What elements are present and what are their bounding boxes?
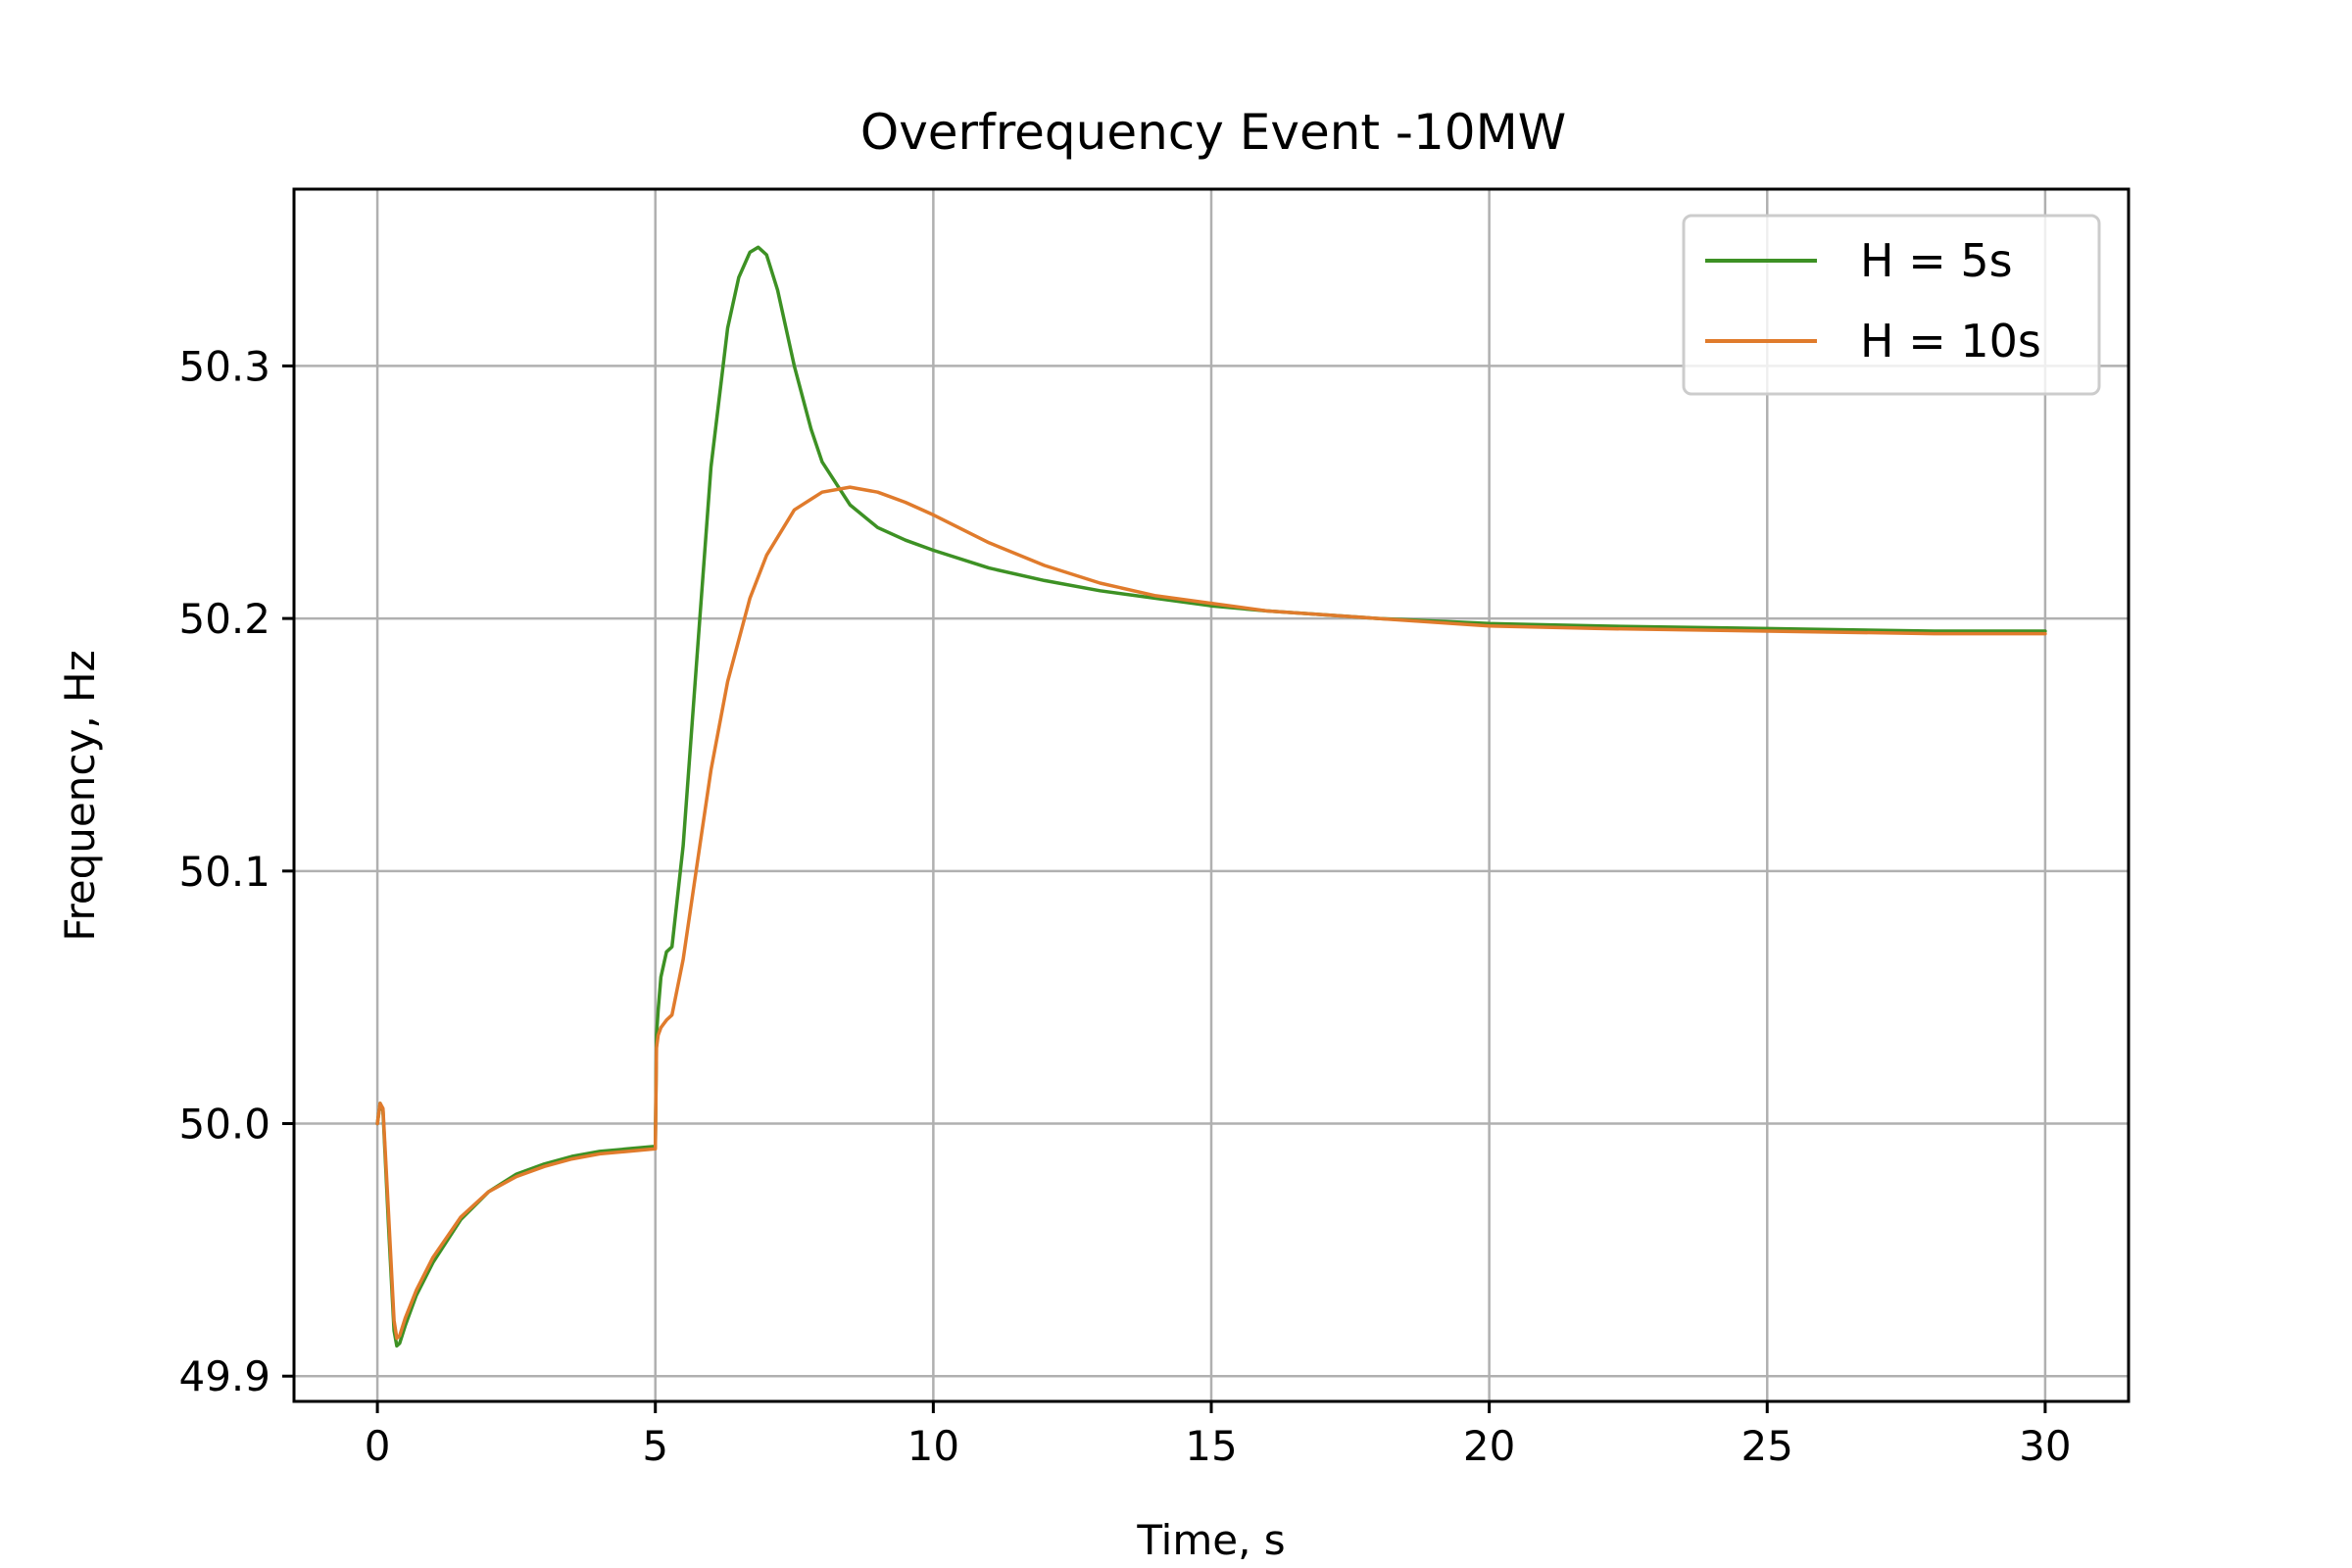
x-tick-label: 5	[642, 1422, 668, 1470]
x-tick-label: 25	[1741, 1422, 1793, 1470]
x-tick-label: 30	[2019, 1422, 2071, 1470]
legend-label-h10: H = 10s	[1860, 315, 2041, 368]
x-tick-label: 0	[365, 1422, 391, 1470]
y-tick-label: 50.3	[178, 342, 270, 390]
chart-title: Overfrequency Event -10MW	[860, 104, 1566, 161]
series-line-h5	[375, 245, 2047, 1348]
legend-label-h5: H = 5s	[1860, 234, 2013, 287]
x-tick-label: 15	[1185, 1422, 1237, 1470]
x-axis: 0 5 10 15 20 25 30	[365, 1401, 2072, 1470]
grid	[294, 189, 2129, 1401]
y-tick-label: 50.2	[178, 595, 270, 643]
y-axis-label: Frequency, Hz	[56, 650, 104, 941]
x-tick-label: 20	[1463, 1422, 1515, 1470]
legend: H = 5s H = 10s	[1682, 214, 2101, 396]
y-tick-label: 49.9	[178, 1352, 270, 1400]
y-tick-label: 50.1	[178, 848, 270, 896]
y-tick-label: 50.0	[178, 1101, 270, 1149]
x-axis-label: Time, s	[1136, 1516, 1285, 1564]
series-layer	[375, 245, 2047, 1348]
x-tick-label: 10	[907, 1422, 959, 1470]
y-axis: 49.9 50.0 50.1 50.2 50.3	[178, 342, 294, 1400]
series-line-h10	[375, 485, 2047, 1341]
